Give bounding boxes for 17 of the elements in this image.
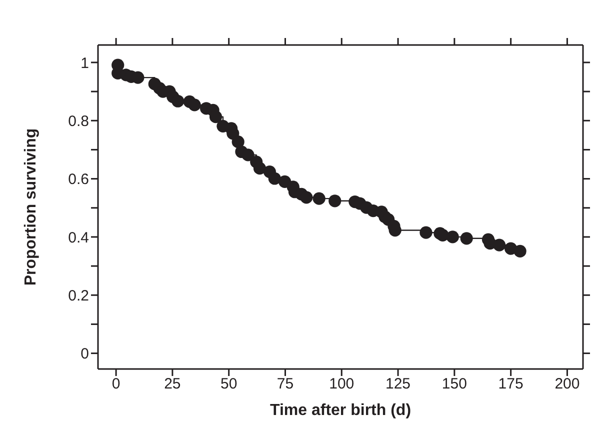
x-tick-label: 0 xyxy=(112,376,120,393)
x-tick-label: 200 xyxy=(554,376,580,393)
x-tick-label: 150 xyxy=(442,376,467,393)
x-tick-label: 175 xyxy=(498,376,524,393)
y-tick-label: 1 xyxy=(80,54,89,72)
y-tick-label: 0.2 xyxy=(68,287,89,304)
y-tick-label: 0.8 xyxy=(68,112,89,130)
y-tick-label: 0 xyxy=(80,346,89,363)
y-tick-label: 0.4 xyxy=(68,229,89,246)
x-axis-title: Time after birth (d) xyxy=(270,402,412,419)
x-tick-label: 100 xyxy=(329,376,354,393)
x-tick-label: 75 xyxy=(276,376,294,393)
x-tick-label: 125 xyxy=(386,376,411,393)
x-tick-label: 25 xyxy=(164,376,181,393)
x-tick-label: 50 xyxy=(220,376,238,393)
y-tick-label: 0.6 xyxy=(68,171,89,188)
y-axis-title: Proportion surviving xyxy=(22,128,40,286)
